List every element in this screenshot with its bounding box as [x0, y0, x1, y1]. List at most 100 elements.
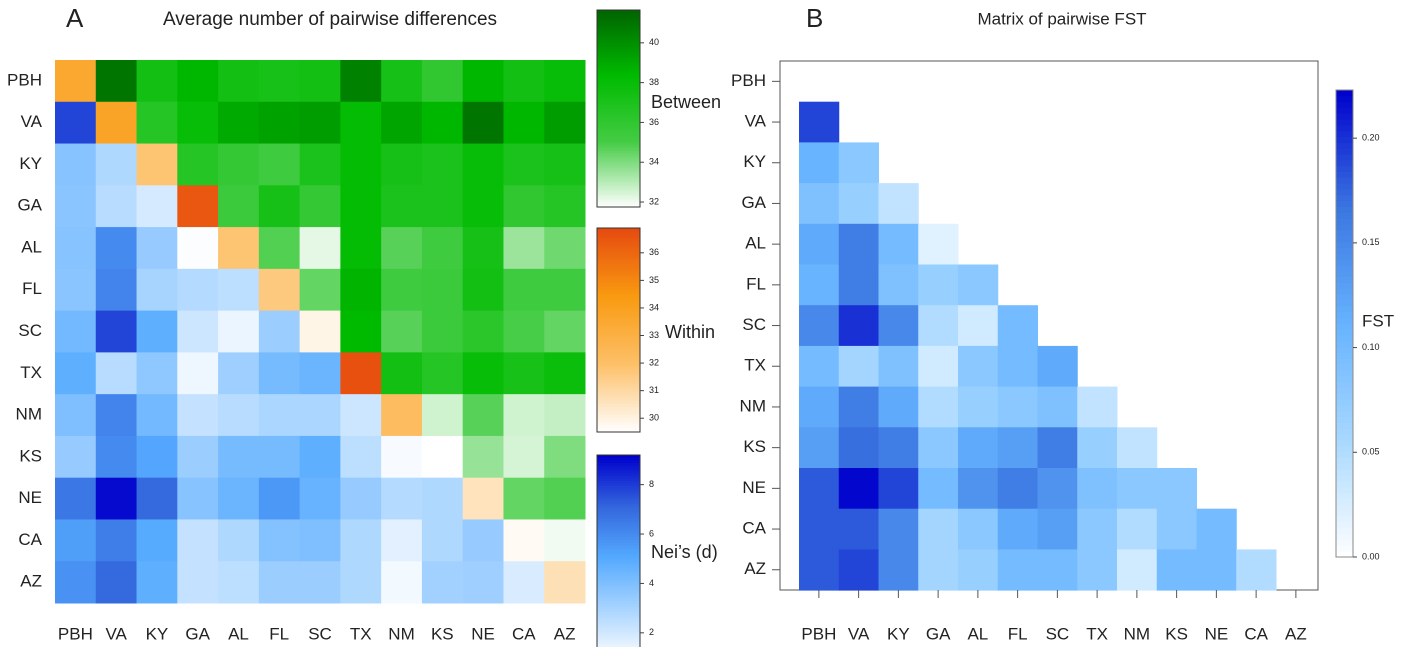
heatmap-cell — [1117, 549, 1158, 591]
column-label: VA — [848, 624, 870, 643]
colorbar-strip — [597, 567, 640, 571]
heatmap-cell — [918, 468, 959, 510]
colorbar-strip — [597, 398, 640, 402]
colorbar-strip — [597, 467, 640, 471]
colorbar-strip — [1336, 352, 1353, 359]
colorbar-strip — [597, 493, 640, 497]
colorbar-strip — [597, 174, 640, 178]
colorbar-strip — [597, 342, 640, 346]
column-label: FL — [269, 624, 289, 643]
colorbar-strip — [597, 322, 640, 326]
heatmap-cell — [997, 386, 1038, 428]
colorbar-strip — [1336, 212, 1353, 219]
colorbar-strip — [597, 613, 640, 617]
heatmap-cell — [1077, 386, 1118, 428]
colorbar-strip — [597, 227, 640, 231]
heatmap-cell — [462, 60, 504, 103]
column-label: GA — [185, 624, 210, 643]
colorbar-strip — [1336, 171, 1353, 178]
column-label: AL — [967, 624, 988, 643]
heatmap-cell — [958, 468, 999, 510]
heatmap-cell — [1077, 549, 1118, 591]
colorbar-strip — [1336, 253, 1353, 260]
column-label: PBH — [58, 624, 93, 643]
colorbar-strip — [597, 125, 640, 129]
heatmap-cell — [340, 519, 382, 562]
column-label: AL — [228, 624, 249, 643]
colorbar-strip — [597, 235, 640, 239]
heatmap-cell — [177, 268, 219, 312]
heatmap-cell — [838, 264, 879, 306]
heatmap-cell — [218, 310, 260, 353]
heatmap-cell — [95, 185, 138, 228]
heatmap-cell — [218, 268, 260, 312]
heatmap-cell — [544, 352, 586, 395]
colorbar-strip — [597, 603, 640, 607]
colorbar-strip — [1336, 364, 1353, 371]
heatmap-cell — [218, 519, 260, 562]
heatmap-cell — [1037, 508, 1078, 550]
colorbar-strip — [597, 187, 640, 191]
heatmap-cell — [544, 185, 586, 228]
heatmap-cell — [55, 185, 97, 228]
heatmap-cell — [958, 549, 999, 591]
heatmap-cell — [177, 435, 219, 479]
colorbar-tick-label: 0.10 — [1362, 342, 1380, 352]
heatmap-cell — [997, 508, 1038, 550]
heatmap-cell — [299, 101, 341, 145]
colorbar-strip — [1336, 439, 1353, 447]
heatmap-cell — [95, 268, 138, 312]
heatmap-cell — [918, 264, 959, 306]
heatmap-cell — [1037, 345, 1078, 388]
heatmap-cell — [462, 268, 504, 312]
heatmap-cell — [421, 352, 464, 395]
colorbar-frame — [596, 227, 641, 433]
colorbar-strip — [597, 196, 640, 200]
colorbar-strip — [597, 564, 640, 569]
colorbar-strip — [597, 177, 640, 181]
colorbar-strip — [597, 49, 640, 53]
colorbar-strip — [597, 263, 640, 267]
colorbar-strip — [597, 360, 640, 364]
colorbar-strip — [597, 337, 640, 341]
colorbar-strip — [597, 585, 640, 589]
heatmap-cell — [55, 143, 97, 186]
heatmap-cell — [1077, 468, 1118, 510]
colorbar-strip — [597, 362, 640, 366]
colorbar-strip — [597, 19, 640, 23]
colorbar-strip — [597, 122, 640, 127]
colorbar-strip — [597, 182, 640, 186]
heatmap-cell — [918, 427, 959, 469]
heatmap-cell — [799, 468, 840, 510]
colorbar-strip — [597, 518, 640, 522]
colorbar-strip — [597, 350, 640, 354]
heatmap-cell — [299, 227, 341, 270]
colorbar-strip — [597, 575, 640, 579]
heatmap-cell — [95, 60, 138, 103]
heatmap-cell — [421, 101, 464, 145]
heatmap-cell — [95, 394, 138, 437]
colorbar-strip — [597, 237, 640, 242]
row-label: SC — [742, 315, 766, 334]
colorbar-strip — [597, 105, 640, 109]
colorbar-tick-label: 34 — [649, 157, 659, 167]
row-label: FL — [746, 274, 766, 293]
heatmap-cell — [299, 185, 341, 228]
colorbar-strip — [597, 329, 640, 333]
colorbar-strip — [597, 66, 640, 70]
colorbar-strip — [597, 34, 640, 38]
heatmap-cell — [55, 227, 97, 270]
heatmap-cell — [95, 352, 138, 395]
colorbar-tick-label: 34 — [649, 302, 659, 312]
heatmap-cell — [299, 519, 341, 562]
heatmap-cell — [177, 394, 219, 437]
colorbar-strip — [597, 595, 640, 599]
colorbar-strip — [1336, 294, 1353, 301]
heatmap-cell — [799, 345, 840, 388]
heatmap-cell — [997, 305, 1038, 347]
heatmap-cell — [462, 435, 504, 479]
column-label: NE — [471, 624, 495, 643]
column-label: TX — [1086, 624, 1108, 643]
row-label: PBH — [7, 70, 42, 89]
colorbar-strip — [597, 529, 640, 533]
